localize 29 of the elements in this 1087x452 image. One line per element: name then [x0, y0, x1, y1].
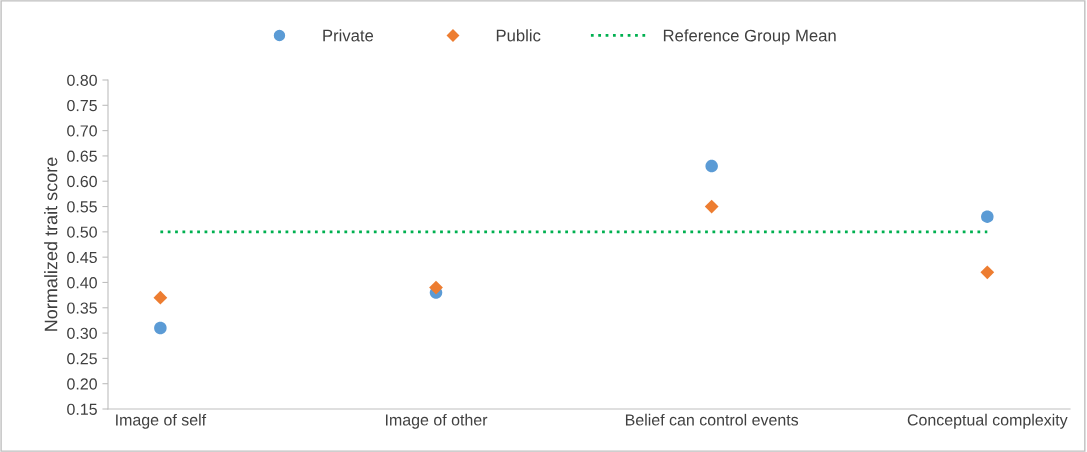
x-tick-label: Image of other [386, 413, 488, 429]
point [153, 290, 168, 305]
y-tick-label: 0.70 [67, 125, 97, 137]
y-tick-label: 0.20 [67, 378, 97, 390]
legend-label: Reference Group Mean [663, 29, 836, 45]
y-tick-label: 0.60 [67, 175, 97, 188]
point [154, 321, 167, 335]
point [704, 199, 719, 214]
y-tick-label: 0.55 [67, 201, 97, 213]
x-tick-label: Image of self [116, 413, 207, 429]
legend-label: Private [323, 29, 374, 42]
point [980, 265, 995, 280]
point [429, 280, 443, 295]
y-axis-title: Normalized trait score [44, 157, 58, 331]
y-tick-label: 0.30 [67, 327, 97, 340]
y-tick-label: 0.40 [67, 277, 97, 289]
y-tick-label: 0.80 [67, 74, 97, 86]
y-tick-label: 0.65 [67, 150, 97, 162]
y-tick-label: 0.75 [67, 99, 97, 112]
point [705, 159, 718, 173]
y-tick-label: 0.45 [67, 251, 97, 264]
x-tick-label: Belief can control events [625, 413, 799, 426]
x-tick-label: Conceptual complexity [907, 413, 1068, 429]
legend-label: Public [496, 29, 541, 42]
y-tick-label: 0.25 [67, 353, 97, 365]
y-tick-label: 0.15 [67, 403, 97, 415]
y-tick-label: 0.50 [67, 226, 97, 238]
y-tick-label: 0.35 [67, 302, 97, 314]
point [981, 210, 994, 223]
